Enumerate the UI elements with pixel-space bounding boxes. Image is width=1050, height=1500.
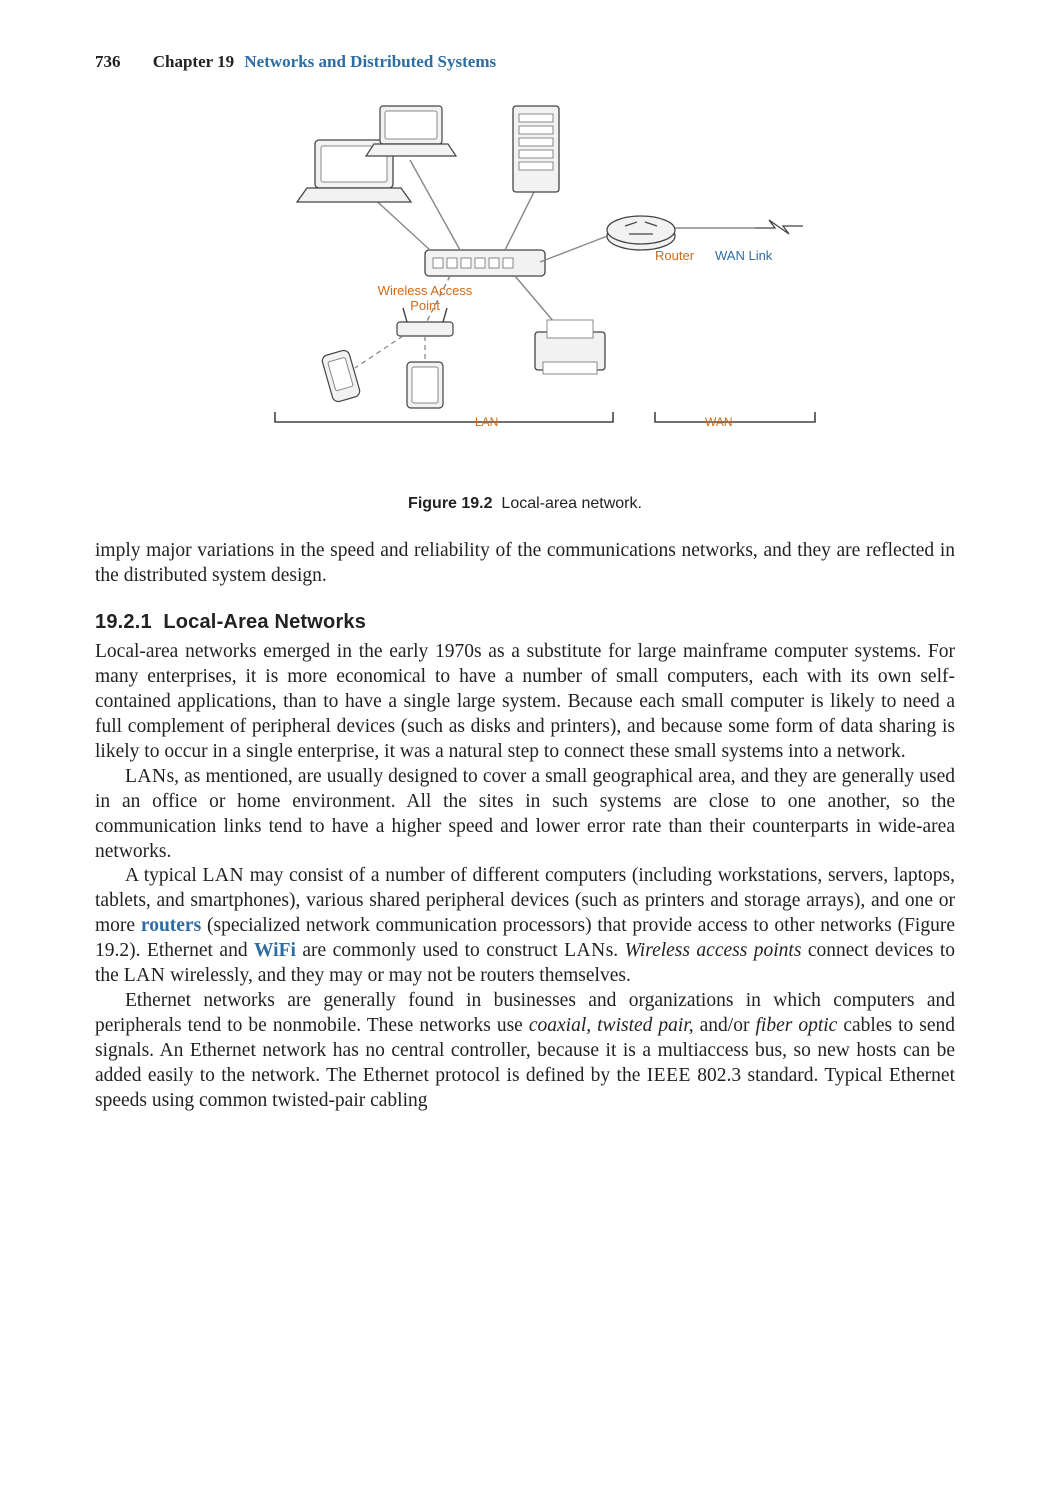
para-1: Local-area networks emerged in the early… <box>95 640 955 765</box>
italic-coax: coaxial, twisted pair, <box>529 1015 694 1036</box>
para-2-body: s, as mentioned, are usually designed to… <box>95 766 955 862</box>
router-label: Router <box>655 248 695 263</box>
smallcaps-lan-1: LAN <box>125 766 167 787</box>
lan-diagram-svg: Wireless Access Point Router WAN Link LA… <box>215 100 835 430</box>
smallcaps-lan-4: LAN <box>124 965 166 986</box>
smallcaps-ieee: IEEE <box>647 1065 691 1086</box>
para-3: A typical LAN may consist of a number of… <box>95 864 955 989</box>
term-routers: routers <box>141 915 201 936</box>
para-2: LANs, as mentioned, are usually designed… <box>95 765 955 865</box>
p3g: wirelessly, and they may or may not be r… <box>165 965 631 986</box>
page-root: 736 Chapter 19 Networks and Distributed … <box>0 0 1050 1500</box>
para-4: Ethernet networks are generally found in… <box>95 989 955 1114</box>
caption-label: Figure 19.2 <box>408 495 492 512</box>
section-heading: 19.2.1 Local-Area Networks <box>95 611 955 634</box>
wap-label-1: Wireless Access <box>378 283 473 298</box>
p4b: and/or <box>694 1015 756 1036</box>
wan-label: WAN <box>705 415 733 429</box>
italic-fiber: fiber optic <box>755 1015 837 1036</box>
page-number: 736 <box>95 52 121 71</box>
chapter-label: Chapter 19 <box>153 52 234 71</box>
lead-paragraph: imply major variations in the speed and … <box>95 539 955 589</box>
chapter-title: Networks and Distributed Systems <box>244 52 496 71</box>
smallcaps-lan-2: LAN <box>202 865 244 886</box>
p3d: are commonly used to construct <box>296 940 564 961</box>
running-head: 736 Chapter 19 Networks and Distributed … <box>95 52 955 72</box>
term-wifi: WiFi <box>254 940 296 961</box>
smallcaps-lan-3: LAN <box>564 940 606 961</box>
section-title: Local-Area Networks <box>163 611 366 633</box>
p3a: A typical <box>125 865 202 886</box>
wap-label-2: Point <box>410 298 440 313</box>
p3e: s. <box>606 940 625 961</box>
figure-caption: Figure 19.2 Local-area network. <box>95 495 955 513</box>
italic-wap: Wireless access points <box>625 940 802 961</box>
lan-label: LAN <box>475 415 498 429</box>
wanlink-label: WAN Link <box>715 248 773 263</box>
figure-19-2: Wireless Access Point Router WAN Link LA… <box>95 100 955 435</box>
section-number: 19.2.1 <box>95 611 152 633</box>
caption-text: Local-area network. <box>501 495 642 512</box>
